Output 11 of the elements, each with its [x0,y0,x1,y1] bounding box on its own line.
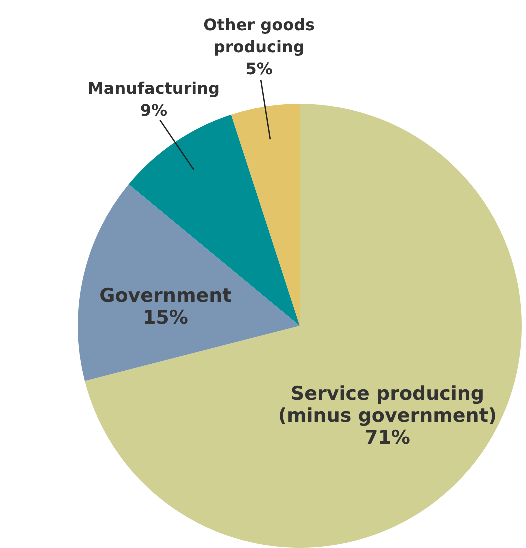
slice-label: Other goods producing [204,15,316,56]
data-label: 15% [142,306,188,329]
slice-label: Service producing (minus government) [278,383,498,428]
pie-slice [78,184,300,382]
slice-label: Government [100,284,232,307]
slice-label: Manufacturing [88,79,220,98]
data-label: 9% [140,101,168,120]
pie-slice [231,104,300,326]
data-label: 71% [364,427,410,450]
pie-slice [84,104,522,548]
data-label: 5% [246,59,273,78]
